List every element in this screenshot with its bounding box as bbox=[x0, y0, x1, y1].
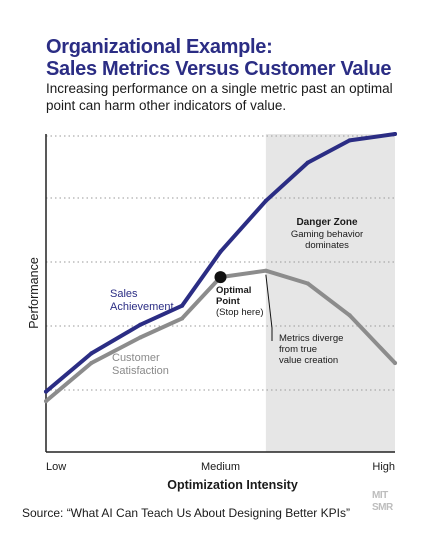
data-point-sales-achievement-2 bbox=[138, 322, 143, 327]
data-point-sales-achievement-0 bbox=[44, 389, 48, 394]
source-caption: Source: “What AI Can Teach Us About Desi… bbox=[22, 506, 350, 520]
danger-zone-region bbox=[265, 134, 395, 452]
data-point-customer-satisfaction-2 bbox=[138, 335, 143, 340]
optimal-point-title-line1: Optimal bbox=[216, 285, 251, 296]
page-subtitle: Increasing performance on a single metri… bbox=[46, 81, 393, 113]
optimal-point-title-line2: Point bbox=[216, 296, 241, 307]
data-point-sales-achievement-5 bbox=[263, 198, 268, 203]
x-tick-label-high: High bbox=[372, 461, 395, 473]
data-point-customer-satisfaction-3 bbox=[180, 316, 185, 321]
data-point-customer-satisfaction-0 bbox=[44, 399, 48, 404]
x-tick-label-medium: Medium bbox=[201, 461, 240, 473]
mit-smr-logo: MIT SMR bbox=[372, 490, 394, 514]
title-line-2: Sales Metrics Versus Customer Value bbox=[46, 58, 392, 80]
series-label-customer-line1: Customer bbox=[112, 352, 160, 364]
data-point-sales-achievement-8 bbox=[393, 132, 397, 136]
logo-line-2: SMR bbox=[372, 502, 393, 513]
danger-zone-text-line1: Gaming behavior bbox=[291, 229, 363, 240]
data-point-sales-achievement-7 bbox=[347, 138, 352, 143]
optimal-point-marker bbox=[214, 271, 227, 284]
optimal-point-note: (Stop here) bbox=[216, 307, 264, 318]
y-axis-title: Performance bbox=[27, 257, 41, 329]
x-tick-label-low: Low bbox=[46, 461, 66, 473]
data-point-customer-satisfaction-6 bbox=[305, 281, 310, 286]
data-point-sales-achievement-6 bbox=[305, 160, 310, 165]
title-line-1: Organizational Example: bbox=[46, 36, 273, 58]
divergence-note-line2: from true bbox=[279, 344, 317, 355]
divergence-note-line1: Metrics diverge bbox=[279, 333, 343, 344]
divergence-note-line3: value creation bbox=[279, 355, 338, 366]
series-label-sales-line2: Achievement bbox=[110, 301, 174, 313]
logo-line-1: MIT bbox=[372, 490, 388, 501]
data-point-customer-satisfaction-5 bbox=[263, 268, 268, 273]
page-title: Organizational Example: Sales Metrics Ve… bbox=[46, 36, 392, 80]
series-label-customer-line2: Satisfaction bbox=[112, 365, 169, 377]
data-point-sales-achievement-4 bbox=[218, 249, 223, 254]
data-point-sales-achievement-1 bbox=[89, 351, 94, 356]
data-point-sales-achievement-3 bbox=[180, 303, 185, 308]
danger-zone-title: Danger Zone bbox=[296, 217, 358, 228]
series-label-sales-line1: Sales bbox=[110, 288, 138, 300]
danger-zone-text-line2: dominates bbox=[305, 240, 349, 251]
data-point-customer-satisfaction-8 bbox=[393, 360, 397, 365]
x-axis-title: Optimization Intensity bbox=[167, 478, 298, 492]
divergence-leader-line bbox=[265, 274, 273, 329]
data-point-customer-satisfaction-7 bbox=[347, 313, 352, 318]
data-point-customer-satisfaction-1 bbox=[89, 360, 94, 365]
